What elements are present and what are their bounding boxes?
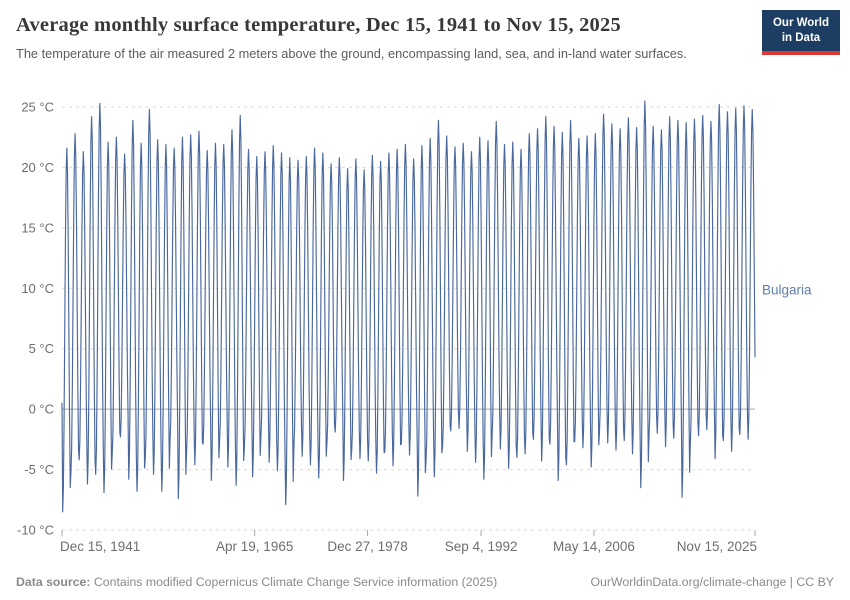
- y-axis-tick-label: -10 °C: [17, 523, 54, 538]
- logo-line-2: in Data: [781, 31, 821, 44]
- x-axis-tick-label: Sep 4, 1992: [445, 539, 518, 554]
- y-axis-tick-label: 5 °C: [29, 341, 54, 356]
- chart-header: Average monthly surface temperature, Dec…: [0, 0, 850, 63]
- series-entity-label: Bulgaria: [762, 283, 812, 298]
- footer-link[interactable]: OurWorldinData.org/climate-change | CC B…: [590, 575, 834, 589]
- x-axis-tick-label: May 14, 2006: [553, 539, 635, 554]
- data-source-label: Data source:: [16, 575, 91, 589]
- y-axis-tick-label: 15 °C: [21, 220, 54, 235]
- y-axis-tick-label: 20 °C: [21, 160, 54, 175]
- logo-line-1: Our World: [772, 17, 829, 29]
- data-source-note: Data source: Contains modified Copernicu…: [16, 575, 497, 589]
- y-axis-tick-label: 25 °C: [21, 100, 54, 115]
- owid-logo[interactable]: Our World in Data: [762, 10, 840, 55]
- page-title: Average monthly surface temperature, Dec…: [16, 14, 621, 36]
- y-axis-tick-label: 10 °C: [21, 281, 54, 296]
- chart-footer: Data source: Contains modified Copernicu…: [0, 575, 850, 589]
- x-axis-tick-label: Apr 19, 1965: [216, 539, 293, 554]
- x-axis-tick-label: Nov 15, 2025: [677, 539, 757, 554]
- y-axis-tick-label: -5 °C: [24, 462, 54, 477]
- data-source-text: Contains modified Copernicus Climate Cha…: [93, 575, 498, 589]
- x-axis-tick-label: Dec 27, 1978: [327, 539, 407, 554]
- x-axis-tick-label: Dec 15, 1941: [60, 539, 140, 554]
- bulgaria-temperature-line: [61, 100, 756, 513]
- y-axis-tick-label: 0 °C: [29, 402, 54, 417]
- chart-subtitle: The temperature of the air measured 2 me…: [16, 46, 687, 61]
